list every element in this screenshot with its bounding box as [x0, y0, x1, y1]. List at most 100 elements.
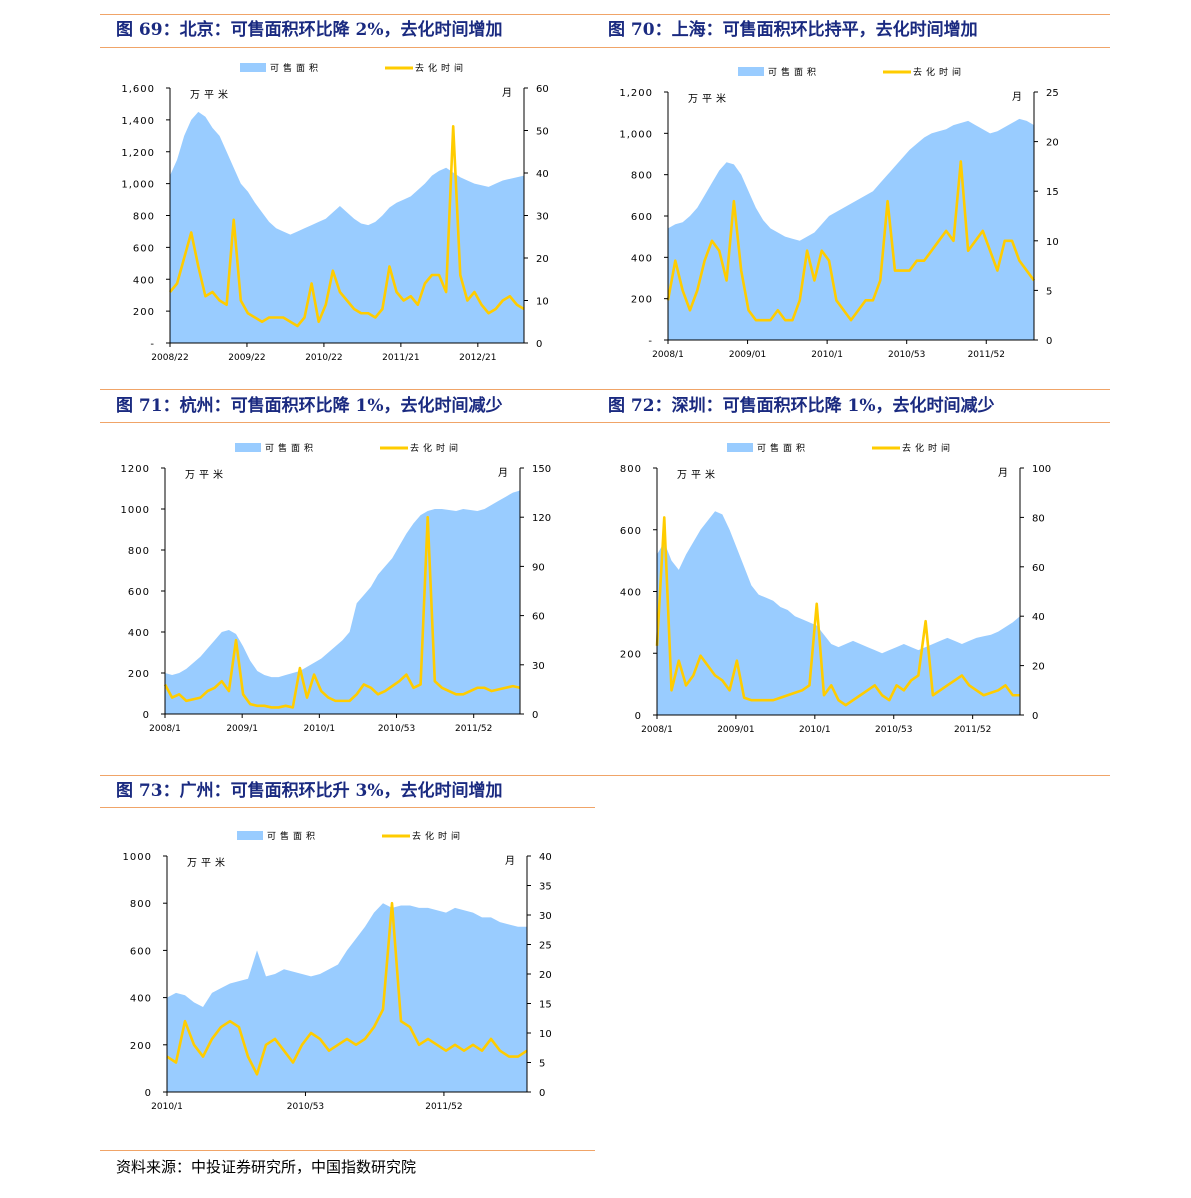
legend-swatch-area	[727, 443, 753, 452]
y-axis-label: 万平米	[187, 856, 229, 869]
y2-tick-label: 80	[1032, 513, 1045, 524]
y2-axis-label: 月	[505, 855, 515, 867]
legend-label-line: 去化时间	[412, 830, 464, 842]
legend-label-line: 去化时间	[902, 442, 954, 454]
line-series-absorption-time	[169, 124, 525, 328]
figure-title-73: 图 73：广州：可售面积环比升 3%，去化时间增加	[116, 781, 503, 801]
y-tick-label: 800	[620, 464, 642, 475]
y2-tick-label: 60	[532, 612, 545, 623]
x-tick-label: 2010/1	[304, 724, 336, 734]
y-tick-label: 1000	[123, 852, 152, 863]
figure-title-71: 图 71：杭州：可售面积环比降 1%，去化时间减少	[116, 396, 503, 416]
legend-label-area: 可售面积	[270, 62, 322, 74]
area-series-available-area	[668, 118, 1034, 340]
y-tick-label: 1,400	[121, 116, 155, 127]
source-note: 资料来源：中投证券研究所，中国指数研究院	[116, 1158, 417, 1176]
y2-tick-label: 20	[539, 970, 552, 981]
y2-tick-label: 10	[536, 297, 549, 308]
y2-tick-label: 0	[1046, 336, 1052, 347]
rule-source	[100, 1150, 595, 1151]
y-tick-label: 1000	[121, 505, 150, 516]
x-tick-label: 2009/22	[228, 353, 265, 363]
x-tick-label: 2008/1	[652, 350, 684, 360]
y-tick-label: 600	[128, 587, 150, 598]
y2-tick-label: 50	[536, 127, 549, 138]
y2-tick-label: 60	[536, 84, 549, 95]
y-tick-label: 1,600	[121, 84, 155, 95]
y2-tick-label: 30	[539, 911, 552, 922]
y-tick-label: 600	[133, 243, 155, 254]
x-tick-label: 2010/1	[799, 725, 831, 735]
y2-tick-label: 20	[1032, 662, 1045, 673]
x-tick-label: 2008/1	[641, 725, 673, 735]
figure-title-70: 图 70：上海：可售面积环比持平，去化时间增加	[608, 20, 978, 40]
y-tick-label: 400	[133, 275, 155, 286]
area-series-available-area	[165, 490, 520, 714]
x-tick-label: 2009/1	[226, 724, 258, 734]
legend-label-area: 可售面积	[267, 830, 319, 842]
x-tick-label: 2011/52	[968, 350, 1005, 360]
y-tick-label: 800	[130, 899, 152, 910]
x-tick-label: 2010/22	[305, 353, 342, 363]
y2-tick-label: 150	[532, 464, 551, 475]
y2-tick-label: 40	[1032, 612, 1045, 623]
x-tick-label: 2010/1	[811, 350, 843, 360]
y-tick-label: 200	[620, 649, 642, 660]
y-tick-label: 400	[631, 253, 653, 264]
y2-tick-label: 40	[536, 169, 549, 180]
rule-row2-bottom	[100, 422, 1110, 423]
x-tick-label: 2010/53	[287, 1102, 324, 1112]
x-tick-label: 2010/53	[875, 725, 912, 735]
legend-swatch-area	[738, 67, 764, 76]
y-axis-label: 万平米	[190, 88, 232, 101]
y-tick-label: 800	[631, 171, 653, 182]
y2-tick-label: 15	[1046, 187, 1059, 198]
y2-tick-label: 5	[1046, 286, 1052, 297]
x-tick-label: 2011/21	[382, 353, 419, 363]
y-tick-label: 200	[130, 1041, 152, 1052]
y-tick-label: 600	[631, 212, 653, 223]
y-axis-label: 万平米	[677, 468, 719, 481]
y-tick-label: -	[648, 336, 653, 347]
y-tick-label: 200	[631, 295, 653, 306]
y2-tick-label: 40	[539, 852, 552, 863]
area-series-available-area	[170, 111, 524, 343]
y2-tick-label: 0	[536, 339, 542, 350]
y-tick-label: -	[150, 339, 155, 350]
y2-tick-label: 0	[1032, 711, 1038, 722]
x-tick-label: 2008/1	[149, 724, 181, 734]
y-axis-label: 万平米	[185, 468, 227, 481]
y2-tick-label: 20	[1046, 138, 1059, 149]
line-series-absorption-time	[666, 160, 1036, 322]
y-tick-label: 600	[130, 946, 152, 957]
x-tick-label: 2012/21	[459, 353, 496, 363]
figure-title-69: 图 69：北京：可售面积环比降 2%，去化时间增加	[116, 20, 503, 40]
rule-top	[100, 14, 1110, 15]
legend-label-line: 去化时间	[913, 66, 965, 78]
y-tick-label: 400	[130, 994, 152, 1005]
y2-tick-label: 5	[539, 1059, 545, 1070]
line-series-absorption-time	[655, 516, 1020, 707]
x-tick-label: 2010/53	[888, 350, 925, 360]
y2-tick-label: 0	[532, 710, 538, 721]
legend-swatch-area	[240, 63, 266, 72]
y2-tick-label: 30	[536, 212, 549, 223]
y-tick-label: 1,200	[619, 88, 653, 99]
y2-tick-label: 10	[1046, 237, 1059, 248]
y2-axis-label: 月	[1012, 91, 1022, 103]
line-series-absorption-time	[166, 901, 528, 1076]
x-tick-label: 2008/22	[151, 353, 188, 363]
y-tick-label: 200	[133, 307, 155, 318]
y-tick-label: 400	[620, 588, 642, 599]
legend-label-line: 去化时间	[410, 442, 462, 454]
y2-tick-label: 15	[539, 1000, 552, 1011]
area-series-available-area	[167, 903, 527, 1092]
y2-tick-label: 25	[539, 941, 552, 952]
legend-label-area: 可售面积	[757, 442, 809, 454]
y-tick-label: 1200	[121, 464, 150, 475]
y-tick-label: 1,000	[121, 180, 155, 191]
